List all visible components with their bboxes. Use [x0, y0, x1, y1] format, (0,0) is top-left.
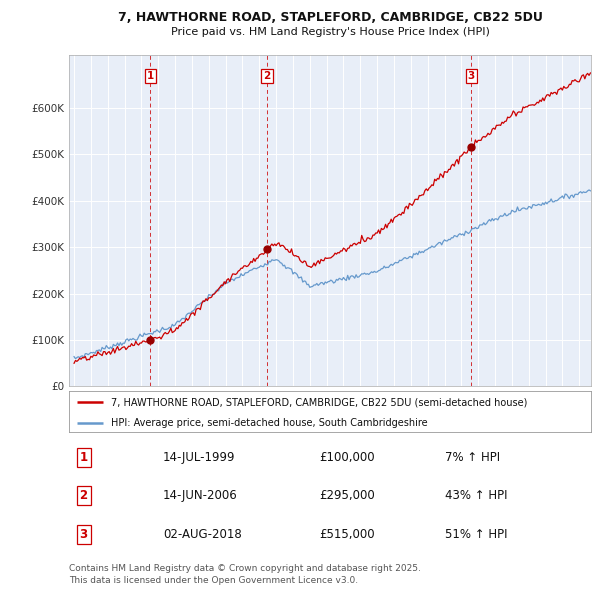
Text: 1: 1: [147, 71, 154, 81]
Text: HPI: Average price, semi-detached house, South Cambridgeshire: HPI: Average price, semi-detached house,…: [111, 418, 427, 428]
Text: Contains HM Land Registry data © Crown copyright and database right 2025.
This d: Contains HM Land Registry data © Crown c…: [69, 565, 421, 585]
Text: 1: 1: [80, 451, 88, 464]
Text: 2: 2: [80, 489, 88, 502]
Text: 7% ↑ HPI: 7% ↑ HPI: [445, 451, 500, 464]
Text: 14-JUN-2006: 14-JUN-2006: [163, 489, 238, 502]
Text: £295,000: £295,000: [320, 489, 376, 502]
Text: Price paid vs. HM Land Registry's House Price Index (HPI): Price paid vs. HM Land Registry's House …: [170, 27, 490, 37]
Text: 51% ↑ HPI: 51% ↑ HPI: [445, 527, 508, 540]
Text: 43% ↑ HPI: 43% ↑ HPI: [445, 489, 508, 502]
Text: 7, HAWTHORNE ROAD, STAPLEFORD, CAMBRIDGE, CB22 5DU (semi-detached house): 7, HAWTHORNE ROAD, STAPLEFORD, CAMBRIDGE…: [111, 397, 527, 407]
Text: 02-AUG-2018: 02-AUG-2018: [163, 527, 242, 540]
Text: 2: 2: [263, 71, 271, 81]
Text: 7, HAWTHORNE ROAD, STAPLEFORD, CAMBRIDGE, CB22 5DU: 7, HAWTHORNE ROAD, STAPLEFORD, CAMBRIDGE…: [118, 11, 542, 24]
Text: 3: 3: [467, 71, 475, 81]
Text: £515,000: £515,000: [320, 527, 375, 540]
Text: 3: 3: [80, 527, 88, 540]
Text: £100,000: £100,000: [320, 451, 375, 464]
Text: 14-JUL-1999: 14-JUL-1999: [163, 451, 235, 464]
